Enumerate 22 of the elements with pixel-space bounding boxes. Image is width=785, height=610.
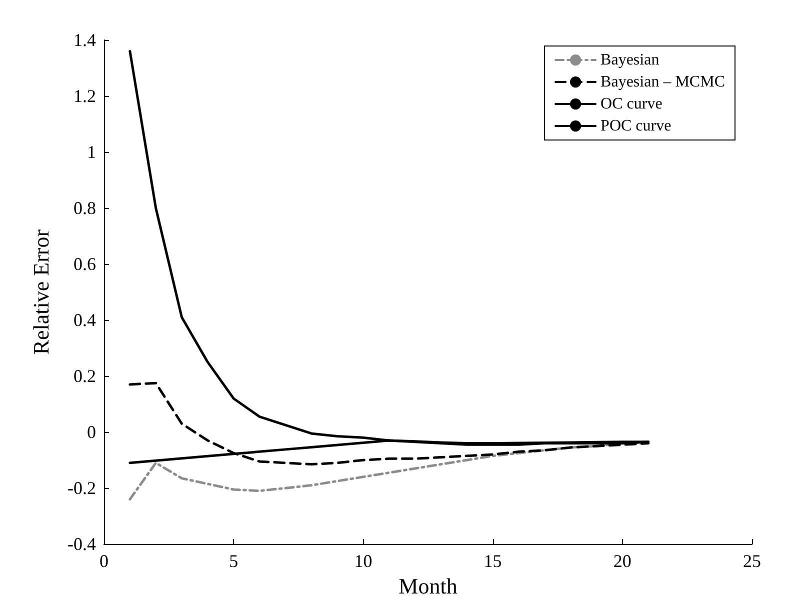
x-tick-label: 15 bbox=[484, 551, 502, 572]
y-tick-label: 0.6 bbox=[74, 254, 96, 274]
x-axis-title: Month bbox=[398, 574, 458, 598]
y-tick-label: -0.2 bbox=[68, 478, 96, 498]
y-tick-label: 1.4 bbox=[74, 30, 96, 50]
y-tick-label: 0.4 bbox=[74, 310, 96, 330]
legend-label: Bayesian bbox=[600, 52, 660, 68]
y-tick-label: 0 bbox=[87, 422, 96, 442]
y-tick-label: 1.2 bbox=[74, 86, 96, 106]
x-tick-label: 20 bbox=[613, 551, 632, 572]
legend-label: Bayesian – MCMC bbox=[600, 74, 726, 90]
x-tick-label: 5 bbox=[229, 551, 238, 572]
legend-label: OC curve bbox=[600, 96, 662, 112]
y-tick-label: 0.2 bbox=[74, 366, 96, 386]
x-tick-label: 10 bbox=[354, 551, 372, 572]
legend-label: POC curve bbox=[600, 118, 672, 134]
x-tick-label: 0 bbox=[100, 551, 108, 572]
y-tick-label: 0.8 bbox=[74, 198, 96, 218]
y-tick-label: 1 bbox=[87, 142, 96, 162]
x-tick-label: 25 bbox=[743, 551, 761, 572]
y-tick-label: -0.4 bbox=[68, 534, 96, 554]
y-axis-title: Relative Error bbox=[28, 228, 54, 355]
